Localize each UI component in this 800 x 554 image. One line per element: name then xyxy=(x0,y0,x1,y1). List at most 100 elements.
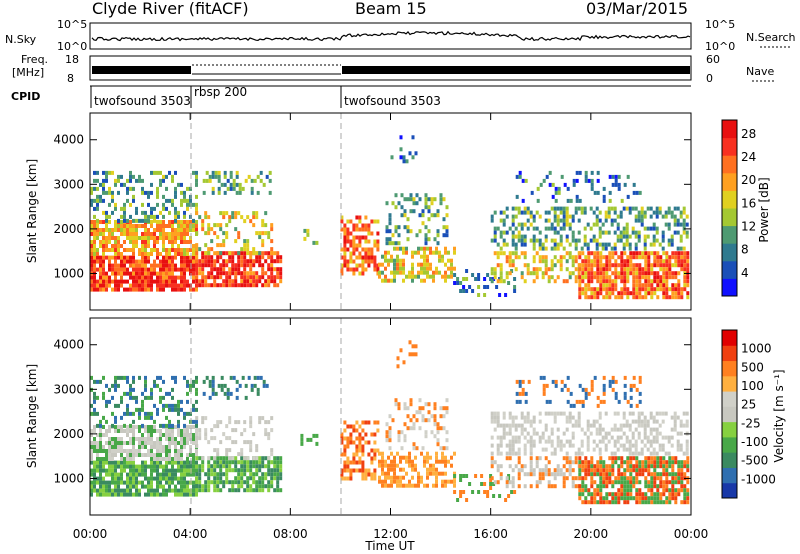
data-cell xyxy=(387,471,390,476)
data-cell xyxy=(141,407,144,412)
data-cell xyxy=(361,271,365,276)
data-cell xyxy=(132,468,135,473)
data-cell xyxy=(195,407,198,412)
data-cell xyxy=(598,210,602,215)
data-cell xyxy=(459,281,463,285)
data-cell xyxy=(135,437,138,441)
data-cell xyxy=(174,287,177,292)
data-cell xyxy=(364,476,368,481)
data-cell xyxy=(652,415,656,420)
data-cell xyxy=(686,492,690,497)
data-cell xyxy=(424,434,428,439)
data-cell xyxy=(93,244,96,248)
data-cell xyxy=(102,236,105,240)
data-cell xyxy=(453,483,456,488)
data-cell xyxy=(219,227,223,232)
data-cell xyxy=(279,456,283,461)
data-cell xyxy=(129,423,132,428)
data-cell xyxy=(635,275,639,280)
data-cell xyxy=(502,210,506,215)
data-cell xyxy=(680,460,684,465)
data-cell xyxy=(138,267,141,272)
data-cell xyxy=(492,277,496,281)
data-cell xyxy=(399,258,402,263)
data-cell xyxy=(138,275,141,280)
data-cell xyxy=(514,251,518,256)
data-cell xyxy=(105,244,108,248)
data-cell xyxy=(650,279,654,284)
data-cell xyxy=(653,496,657,501)
data-cell xyxy=(213,279,217,284)
data-cell xyxy=(602,391,606,396)
data-cell xyxy=(638,480,642,485)
data-cell xyxy=(252,472,256,477)
data-cell xyxy=(343,259,347,264)
data-cell xyxy=(243,219,247,224)
data-cell xyxy=(138,271,141,276)
colorbar-swatch xyxy=(722,172,737,191)
data-cell xyxy=(123,255,126,260)
data-cell xyxy=(496,255,500,260)
data-cell xyxy=(650,291,654,296)
data-cell xyxy=(424,205,428,210)
data-cell xyxy=(340,436,344,441)
data-cell xyxy=(255,279,259,284)
data-cell xyxy=(207,247,211,252)
data-cell xyxy=(270,452,274,457)
data-cell xyxy=(550,439,554,444)
data-cell xyxy=(240,460,244,465)
data-cell xyxy=(123,202,126,207)
data-cell xyxy=(406,197,410,202)
data-cell xyxy=(367,452,371,457)
data-cell xyxy=(559,226,563,231)
data-cell xyxy=(541,447,545,452)
data-cell xyxy=(396,258,399,263)
data-cell xyxy=(396,451,399,456)
data-cell xyxy=(252,259,256,264)
data-cell xyxy=(581,387,585,392)
data-cell xyxy=(388,217,392,222)
data-cell xyxy=(186,472,189,477)
data-cell xyxy=(249,255,253,260)
data-cell xyxy=(123,259,126,264)
data-cell xyxy=(433,406,437,411)
data-cell xyxy=(599,251,603,256)
data-cell xyxy=(513,289,517,293)
data-cell xyxy=(279,464,283,469)
data-cell xyxy=(147,202,150,207)
data-cell xyxy=(240,247,244,252)
data-cell xyxy=(114,403,117,408)
data-cell xyxy=(147,275,150,280)
colorbar-swatch xyxy=(722,225,737,244)
data-cell xyxy=(520,238,524,243)
data-cell xyxy=(518,174,522,179)
data-cell xyxy=(183,279,186,284)
data-cell xyxy=(183,252,186,256)
data-cell xyxy=(108,399,111,404)
data-cell xyxy=(144,275,147,280)
data-cell xyxy=(367,440,371,445)
data-cell xyxy=(664,451,668,456)
data-cell xyxy=(195,182,198,187)
data-cell xyxy=(406,225,410,230)
data-cell xyxy=(578,283,582,288)
data-cell xyxy=(538,419,542,424)
data-cell xyxy=(159,423,162,428)
data-cell xyxy=(102,271,105,276)
data-cell xyxy=(180,252,183,256)
data-cell xyxy=(174,252,177,256)
data-cell xyxy=(578,255,582,260)
data-cell xyxy=(246,251,250,256)
data-cell xyxy=(568,460,572,465)
data-cell xyxy=(490,443,494,448)
data-cell xyxy=(387,250,390,255)
data-cell xyxy=(544,218,548,223)
data-cell xyxy=(426,475,429,480)
data-cell xyxy=(231,480,235,485)
data-cell xyxy=(581,275,585,280)
data-cell xyxy=(538,259,542,264)
data-cell xyxy=(168,449,171,453)
data-cell xyxy=(105,275,108,280)
data-cell xyxy=(686,488,690,493)
data-cell xyxy=(270,275,274,280)
